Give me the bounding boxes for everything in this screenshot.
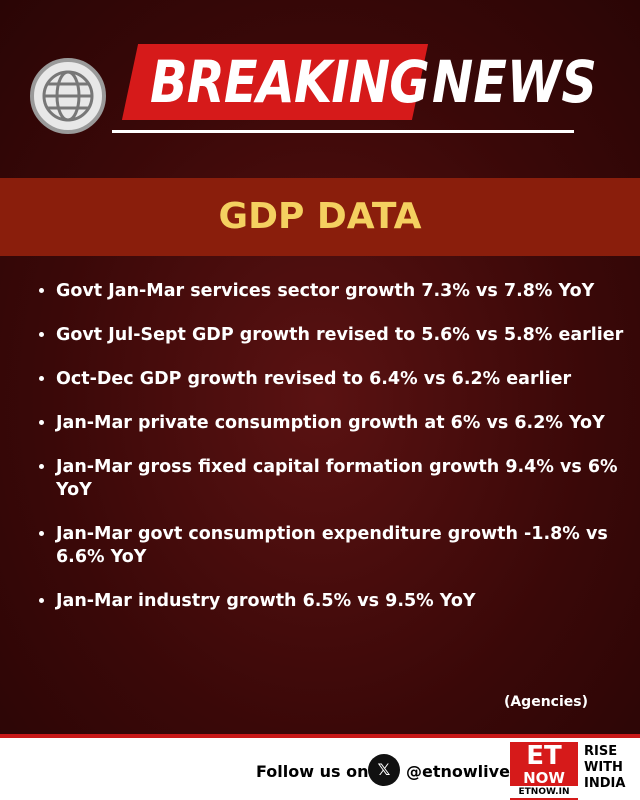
footer: Follow us on 𝕏 @etnowlive ET NOW ETNOW.IN … (0, 734, 640, 800)
bullet: Jan-Mar industry growth 6.5% vs 9.5% YoY (56, 590, 631, 613)
source: (Agencies) (503, 694, 588, 710)
handle[interactable]: @etnowlive (406, 762, 510, 781)
globe-icon (30, 58, 106, 134)
breaking: BREAKING (150, 48, 430, 116)
underline (112, 130, 574, 133)
bullet: Jan-Mar gross fixed capital formation gr… (56, 456, 631, 502)
bullet: Govt Jan-Mar services sector growth 7.3%… (56, 280, 631, 303)
logo: ET NOW ETNOW.IN (510, 742, 578, 800)
logo-site: ETNOW.IN (510, 786, 578, 798)
section-title: GDP DATA (218, 196, 422, 237)
bullet-list: Govt Jan-Mar services sector growth 7.3%… (36, 280, 631, 634)
logo-now: NOW (523, 769, 565, 787)
follow-text: Follow us on (256, 762, 369, 781)
x-icon[interactable]: 𝕏 (368, 754, 400, 786)
bullet: Oct-Dec GDP growth revised to 6.4% vs 6.… (56, 368, 631, 391)
section-band: GDP DATA (0, 178, 640, 256)
bullet: Jan-Mar govt consumption expenditure gro… (56, 523, 631, 569)
news: NEWS (432, 48, 597, 116)
bullet: Govt Jul-Sept GDP growth revised to 5.6%… (56, 324, 631, 347)
tagline: RISE WITH INDIA (584, 744, 626, 791)
bullet: Jan-Mar private consumption growth at 6%… (56, 412, 631, 435)
logo-et: ET (526, 741, 562, 771)
